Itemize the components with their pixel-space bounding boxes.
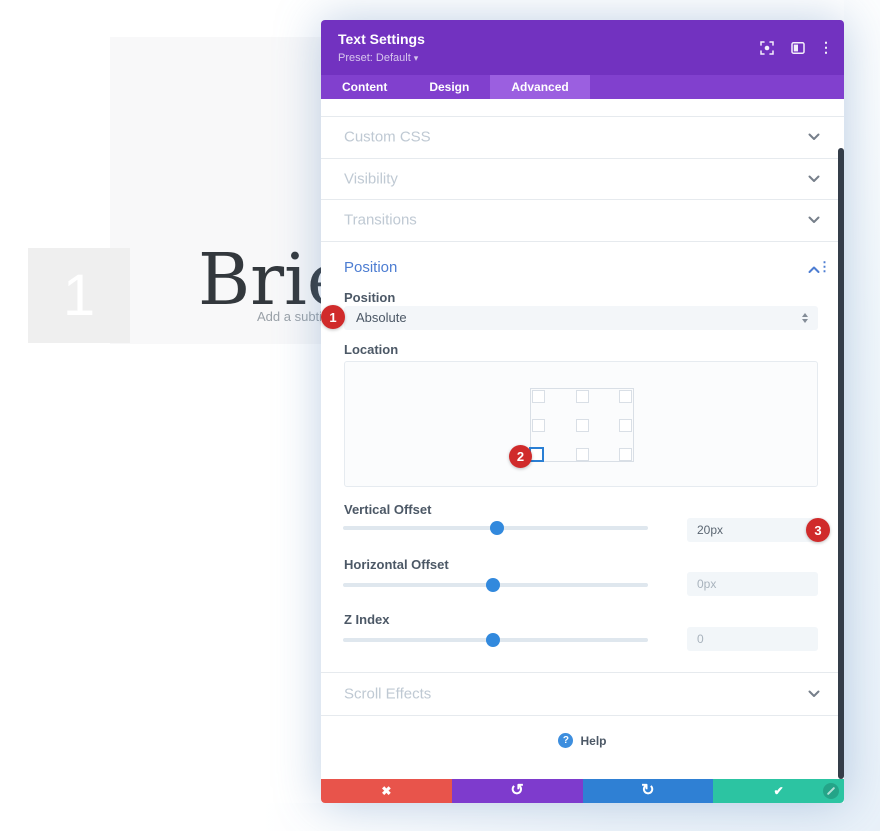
scrolled-section-title: CSS ID & Classes xyxy=(344,99,466,102)
vertical-offset-slider[interactable] xyxy=(343,521,648,535)
accordion-custom-css[interactable]: Custom CSS xyxy=(321,116,844,158)
redo-icon: ↻ xyxy=(641,782,655,799)
tab-advanced[interactable]: Advanced xyxy=(490,75,590,99)
z-index-slider[interactable] xyxy=(343,633,648,647)
horizontal-offset-input[interactable] xyxy=(687,572,818,596)
kebab-menu-icon[interactable]: ⋮ xyxy=(819,39,833,55)
resize-handle-icon[interactable] xyxy=(823,783,839,799)
accordion-label: Visibility xyxy=(344,170,398,188)
anchor-top-left[interactable] xyxy=(532,390,545,403)
accordion-label: Transitions xyxy=(344,211,417,229)
accordion-scroll-effects[interactable]: Scroll Effects xyxy=(321,673,844,715)
help-button[interactable]: ? Help xyxy=(321,733,844,748)
modal-tabbar: Content Design Advanced xyxy=(321,75,844,99)
annotation-badge-3: 3 xyxy=(806,518,830,542)
tab-content[interactable]: Content xyxy=(342,80,388,94)
accordion-label: Custom CSS xyxy=(344,128,431,146)
location-field-label: Location xyxy=(344,342,399,357)
chevron-up-icon[interactable] xyxy=(808,261,820,279)
help-label: Help xyxy=(580,733,607,748)
divider xyxy=(321,158,844,159)
page-background-right xyxy=(844,0,880,831)
divider xyxy=(321,672,844,673)
divider xyxy=(321,715,844,716)
position-select[interactable]: Absolute xyxy=(344,306,818,330)
focus-mode-icon[interactable] xyxy=(760,40,774,55)
anchor-top-center[interactable] xyxy=(576,390,589,403)
chevron-down-icon xyxy=(808,685,820,703)
tab-design[interactable]: Design xyxy=(429,80,470,94)
select-stepper-icon xyxy=(802,313,808,323)
z-index-input[interactable] xyxy=(687,627,818,651)
modal-scrollbar[interactable] xyxy=(838,148,844,779)
help-icon: ? xyxy=(558,733,574,748)
undo-icon: ↺ xyxy=(510,782,524,799)
divider xyxy=(321,199,844,200)
location-picker: 2 xyxy=(344,361,818,487)
close-icon: ✖ xyxy=(381,784,392,798)
accordion-label: Scroll Effects xyxy=(344,685,432,703)
location-grid xyxy=(529,388,634,462)
divider xyxy=(321,116,844,117)
modal-title: Text Settings xyxy=(338,31,425,47)
slider-thumb[interactable] xyxy=(486,633,501,647)
preset-label: Preset: Default xyxy=(338,52,411,64)
anchor-center-left[interactable] xyxy=(532,419,545,432)
header-icons: ⋮ xyxy=(760,20,833,75)
anchor-bottom-center[interactable] xyxy=(576,448,589,461)
slider-thumb[interactable] xyxy=(490,521,505,535)
undo-button[interactable]: ↺ xyxy=(451,779,583,803)
chevron-down-icon xyxy=(808,170,820,188)
annotation-badge-1: 1 xyxy=(321,305,345,329)
position-select-value: Absolute xyxy=(356,310,407,325)
save-button[interactable]: ✔ xyxy=(713,779,844,803)
anchor-center[interactable] xyxy=(576,419,589,432)
horizontal-offset-slider[interactable] xyxy=(343,578,648,592)
accordion-visibility[interactable]: Visibility xyxy=(321,158,844,200)
z-index-label: Z Index xyxy=(344,612,390,627)
step-number-box: 1 xyxy=(28,248,130,343)
horizontal-offset-label: Horizontal Offset xyxy=(344,557,449,572)
vertical-offset-input[interactable] xyxy=(687,518,818,542)
anchor-center-right[interactable] xyxy=(619,419,632,432)
redo-button[interactable]: ↻ xyxy=(582,779,714,803)
accordion-position-title[interactable]: Position xyxy=(344,259,398,276)
step-number: 1 xyxy=(62,263,96,328)
anchor-top-right[interactable] xyxy=(619,390,632,403)
modal-header: Text Settings Preset: Default ▾ ⋮ xyxy=(321,20,844,75)
split-view-icon[interactable] xyxy=(791,41,805,55)
section-kebab-icon[interactable]: ⋮ xyxy=(818,259,831,274)
page-heading: Brief xyxy=(198,238,321,321)
anchor-bottom-right[interactable] xyxy=(619,448,632,461)
modal-footer: ✖ ↺ ↻ ✔ xyxy=(321,779,844,803)
slider-thumb[interactable] xyxy=(486,578,501,592)
chevron-down-icon xyxy=(808,128,820,146)
text-settings-modal: Text Settings Preset: Default ▾ ⋮ Content… xyxy=(321,20,844,803)
discard-button[interactable]: ✖ xyxy=(321,779,452,803)
vertical-offset-label: Vertical Offset xyxy=(344,502,432,517)
page-subtitle: Add a subtitle xyxy=(257,309,321,324)
divider xyxy=(321,241,844,242)
page-background-bottom xyxy=(260,803,844,831)
annotation-badge-2: 2 xyxy=(509,445,532,468)
accordion-transitions[interactable]: Transitions xyxy=(321,199,844,241)
caret-down-icon: ▾ xyxy=(413,53,419,63)
modal-content: CSS ID & Classes Custom CSS Visibility T… xyxy=(321,99,844,779)
chevron-down-icon xyxy=(808,211,820,229)
preset-selector[interactable]: Preset: Default ▾ xyxy=(338,52,418,64)
check-icon: ✔ xyxy=(773,784,784,798)
position-field-label: Position xyxy=(344,290,396,305)
